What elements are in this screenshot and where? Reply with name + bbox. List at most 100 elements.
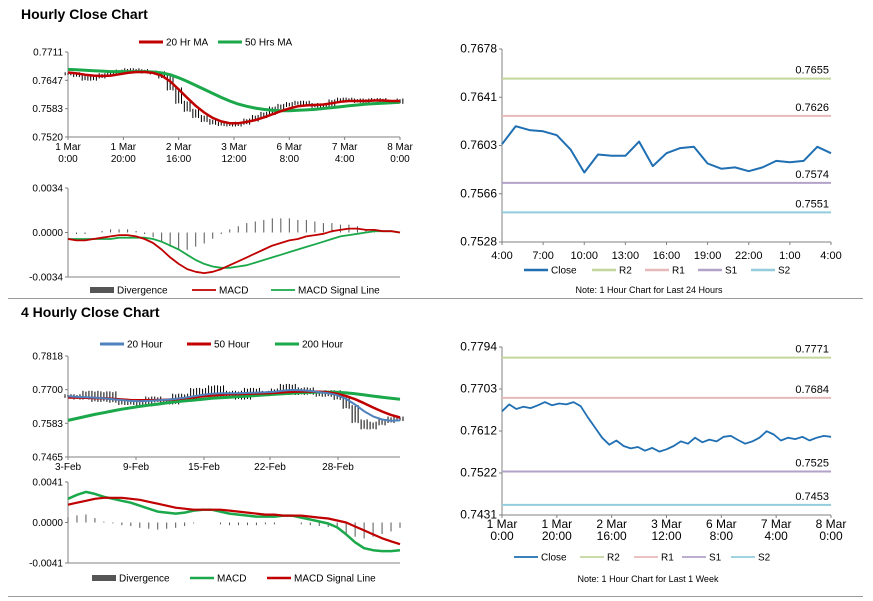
four-hourly-week-xtick-label: 8 Mar: [816, 517, 847, 531]
four-hourly-week-note: Note: 1 Hour Chart for Last 1 Week: [578, 574, 719, 584]
hourly-24h-note: Note: 1 Hour Chart for Last 24 Hours: [575, 285, 723, 295]
four-hourly-week-ytick-label: 0.7612: [460, 424, 497, 438]
hourly-24h-xtick-label: 1:00: [779, 250, 800, 262]
four-hourly-week-legend-r2-label: R2: [607, 553, 620, 564]
four-hourly-week-legend-close-label: Close: [541, 553, 567, 564]
hourly-24h-xtick-label: 4:00: [491, 250, 512, 262]
four-hourly-week-xtick-label: 20:00: [542, 529, 572, 543]
hourly-price-ytick-label: 0.7711: [33, 48, 63, 59]
hourly-24h-legend-s1-label: S1: [725, 266, 738, 277]
four-hourly-week-xtick-label: 7 Mar: [761, 517, 792, 531]
four-hourly-week-xtick-label: 3 Mar: [651, 517, 682, 531]
hourly-24h-ytick-label: 0.7678: [460, 42, 497, 56]
hourly-price-xtick-label: 8:00: [280, 154, 300, 165]
hourly-macd-legend-divergence-label: Divergence: [117, 286, 168, 297]
hourly-24h-level-label-s2: 0.7551: [795, 198, 829, 210]
four-hourly-price-xtick-label: 9-Feb: [123, 462, 150, 473]
four-hourly-week-legend-s2-label: S2: [758, 553, 771, 564]
hourly-price-xtick-label: 1 Mar: [55, 142, 81, 153]
four-hourly-macd-legend-macd-label: MACD: [217, 574, 246, 585]
hourly-24h-ytick-label: 0.7641: [460, 90, 497, 104]
four-hourly-week-xtick-label: 6 Mar: [706, 517, 737, 531]
four-hourly-week-ytick-label: 0.7522: [460, 466, 497, 480]
hourly-macd-legend-macd-label: MACD: [219, 286, 248, 297]
four-hourly-week-xtick-label: 8:00: [710, 529, 734, 543]
hourly-24h-ytick-label: 0.7528: [460, 235, 497, 249]
hourly-24h-xtick-label: 22:00: [735, 250, 763, 262]
four-hourly-price-xtick-label: 3-Feb: [55, 462, 82, 473]
hourly-24h-ytick-label: 0.7566: [460, 186, 497, 200]
hourly-price-ma20-line: [67, 70, 400, 125]
four-hourly-price-ytick-label: 0.7700: [32, 385, 63, 396]
hourly-24h-xtick-label: 13:00: [612, 250, 640, 262]
four-hourly-week-xtick-label: 1 Mar: [487, 517, 518, 531]
hourly-price-legend-ma20-label: 20 Hr MA: [166, 38, 209, 49]
section-title-hourly: Hourly Close Chart: [21, 6, 148, 22]
four-hourly-price-legend-sma200-label: 200 Hour: [302, 340, 344, 351]
four-hourly-week-xtick-label: 12:00: [651, 529, 681, 543]
four-hourly-week-legend-s1-label: S1: [709, 553, 722, 564]
four-hourly-macd-macd-line: [67, 490, 401, 553]
hourly-price-ytick-label: 0.7647: [32, 76, 63, 87]
four-hourly-week-xtick-label: 0:00: [490, 529, 514, 543]
four-hourly-week-ytick-label: 0.7431: [460, 508, 497, 522]
hourly-24h-legend-r1-label: R1: [672, 266, 685, 277]
hourly-price-xtick-label: 1 Mar: [111, 142, 137, 153]
four-hourly-price-legend-sma50-label: 50 Hour: [214, 340, 250, 351]
four-hourly-week-xtick-label: 16:00: [597, 529, 627, 543]
hourly-24h-level-label-s1: 0.7574: [795, 169, 829, 181]
four-hourly-week-close-line: [501, 401, 832, 453]
four-hourly-price-ytick-label: 0.7465: [32, 453, 63, 464]
hourly-24h-xtick-label: 4:00: [820, 250, 841, 262]
hourly-macd-legend-divergence-swatch: [90, 287, 114, 293]
four-hourly-macd-legend-signal-label: MACD Signal Line: [294, 574, 376, 585]
four-hourly-week-xtick-label: 1 Mar: [541, 517, 572, 531]
hourly-macd-ytick-label: -0.0034: [29, 273, 63, 284]
hourly-macd-ytick-label: 0.0000: [32, 228, 63, 239]
hourly-price-xtick-label: 0:00: [390, 154, 410, 165]
section-divider: [8, 298, 863, 299]
hourly-price-xtick-label: 6 Mar: [277, 142, 303, 153]
hourly-price-ytick-label: 0.7583: [32, 104, 63, 115]
hourly-24h-xtick-label: 16:00: [653, 250, 681, 262]
four-hourly-price-xtick-label: 15-Feb: [188, 462, 220, 473]
hourly-price-xtick-label: 4:00: [335, 154, 355, 165]
hourly-price-xtick-label: 0:00: [58, 154, 78, 165]
section-title-four-hourly: 4 Hourly Close Chart: [21, 304, 160, 320]
four-hourly-price-legend-sma20-label: 20 Hour: [127, 340, 163, 351]
four-hourly-week-level-label-r2: 0.7771: [795, 344, 829, 356]
four-hourly-week-legend-r1-label: R1: [661, 553, 674, 564]
four-hourly-macd-signal-line: [67, 496, 401, 546]
hourly-24h-close-line: [501, 125, 832, 174]
four-hourly-price-sma20-line: [67, 389, 401, 422]
four-hourly-macd-legend-divergence-swatch: [92, 575, 116, 581]
four-hourly-week-level-label-r1: 0.7684: [795, 384, 829, 396]
four-hourly-macd-ytick-label: -0.0041: [29, 559, 63, 570]
four-hourly-week-level-label-s2: 0.7453: [795, 491, 829, 503]
hourly-price-ytick-label: 0.7520: [32, 133, 63, 144]
hourly-price-legend-ma50-label: 50 Hrs MA: [245, 38, 293, 49]
hourly-24h-level-label-r1: 0.7626: [795, 102, 829, 114]
four-hourly-price-xtick-label: 22-Feb: [254, 462, 286, 473]
hourly-price-xtick-label: 7 Mar: [332, 142, 358, 153]
hourly-price-xtick-label: 12:00: [221, 154, 246, 165]
hourly-24h-xtick-label: 10:00: [570, 250, 598, 262]
hourly-macd-ytick-label: 0.0034: [32, 184, 63, 195]
four-hourly-week-level-label-s1: 0.7525: [795, 457, 829, 469]
four-hourly-price-xtick-label: 28-Feb: [322, 462, 354, 473]
four-hourly-macd-ytick-label: 0.0000: [32, 518, 63, 529]
four-hourly-price-sma50-line: [68, 390, 401, 419]
hourly-24h-level-label-r2: 0.7655: [795, 65, 829, 77]
hourly-price-xtick-label: 16:00: [166, 154, 191, 165]
four-hourly-week-xtick-label: 4:00: [764, 529, 788, 543]
hourly-macd-macd-line: [67, 227, 401, 275]
hourly-24h-legend-close-label: Close: [551, 266, 577, 277]
four-hourly-week-ytick-label: 0.7794: [460, 340, 497, 354]
four-hourly-macd-ytick-label: 0.0041: [32, 478, 63, 489]
hourly-price-xtick-label: 3 Mar: [221, 142, 247, 153]
four-hourly-week-xtick-label: 0:00: [819, 529, 843, 543]
four-hourly-price-ytick-label: 0.7583: [32, 419, 63, 430]
hourly-macd-legend-signal-label: MACD Signal Line: [298, 286, 380, 297]
hourly-24h-legend-s2-label: S2: [778, 266, 791, 277]
